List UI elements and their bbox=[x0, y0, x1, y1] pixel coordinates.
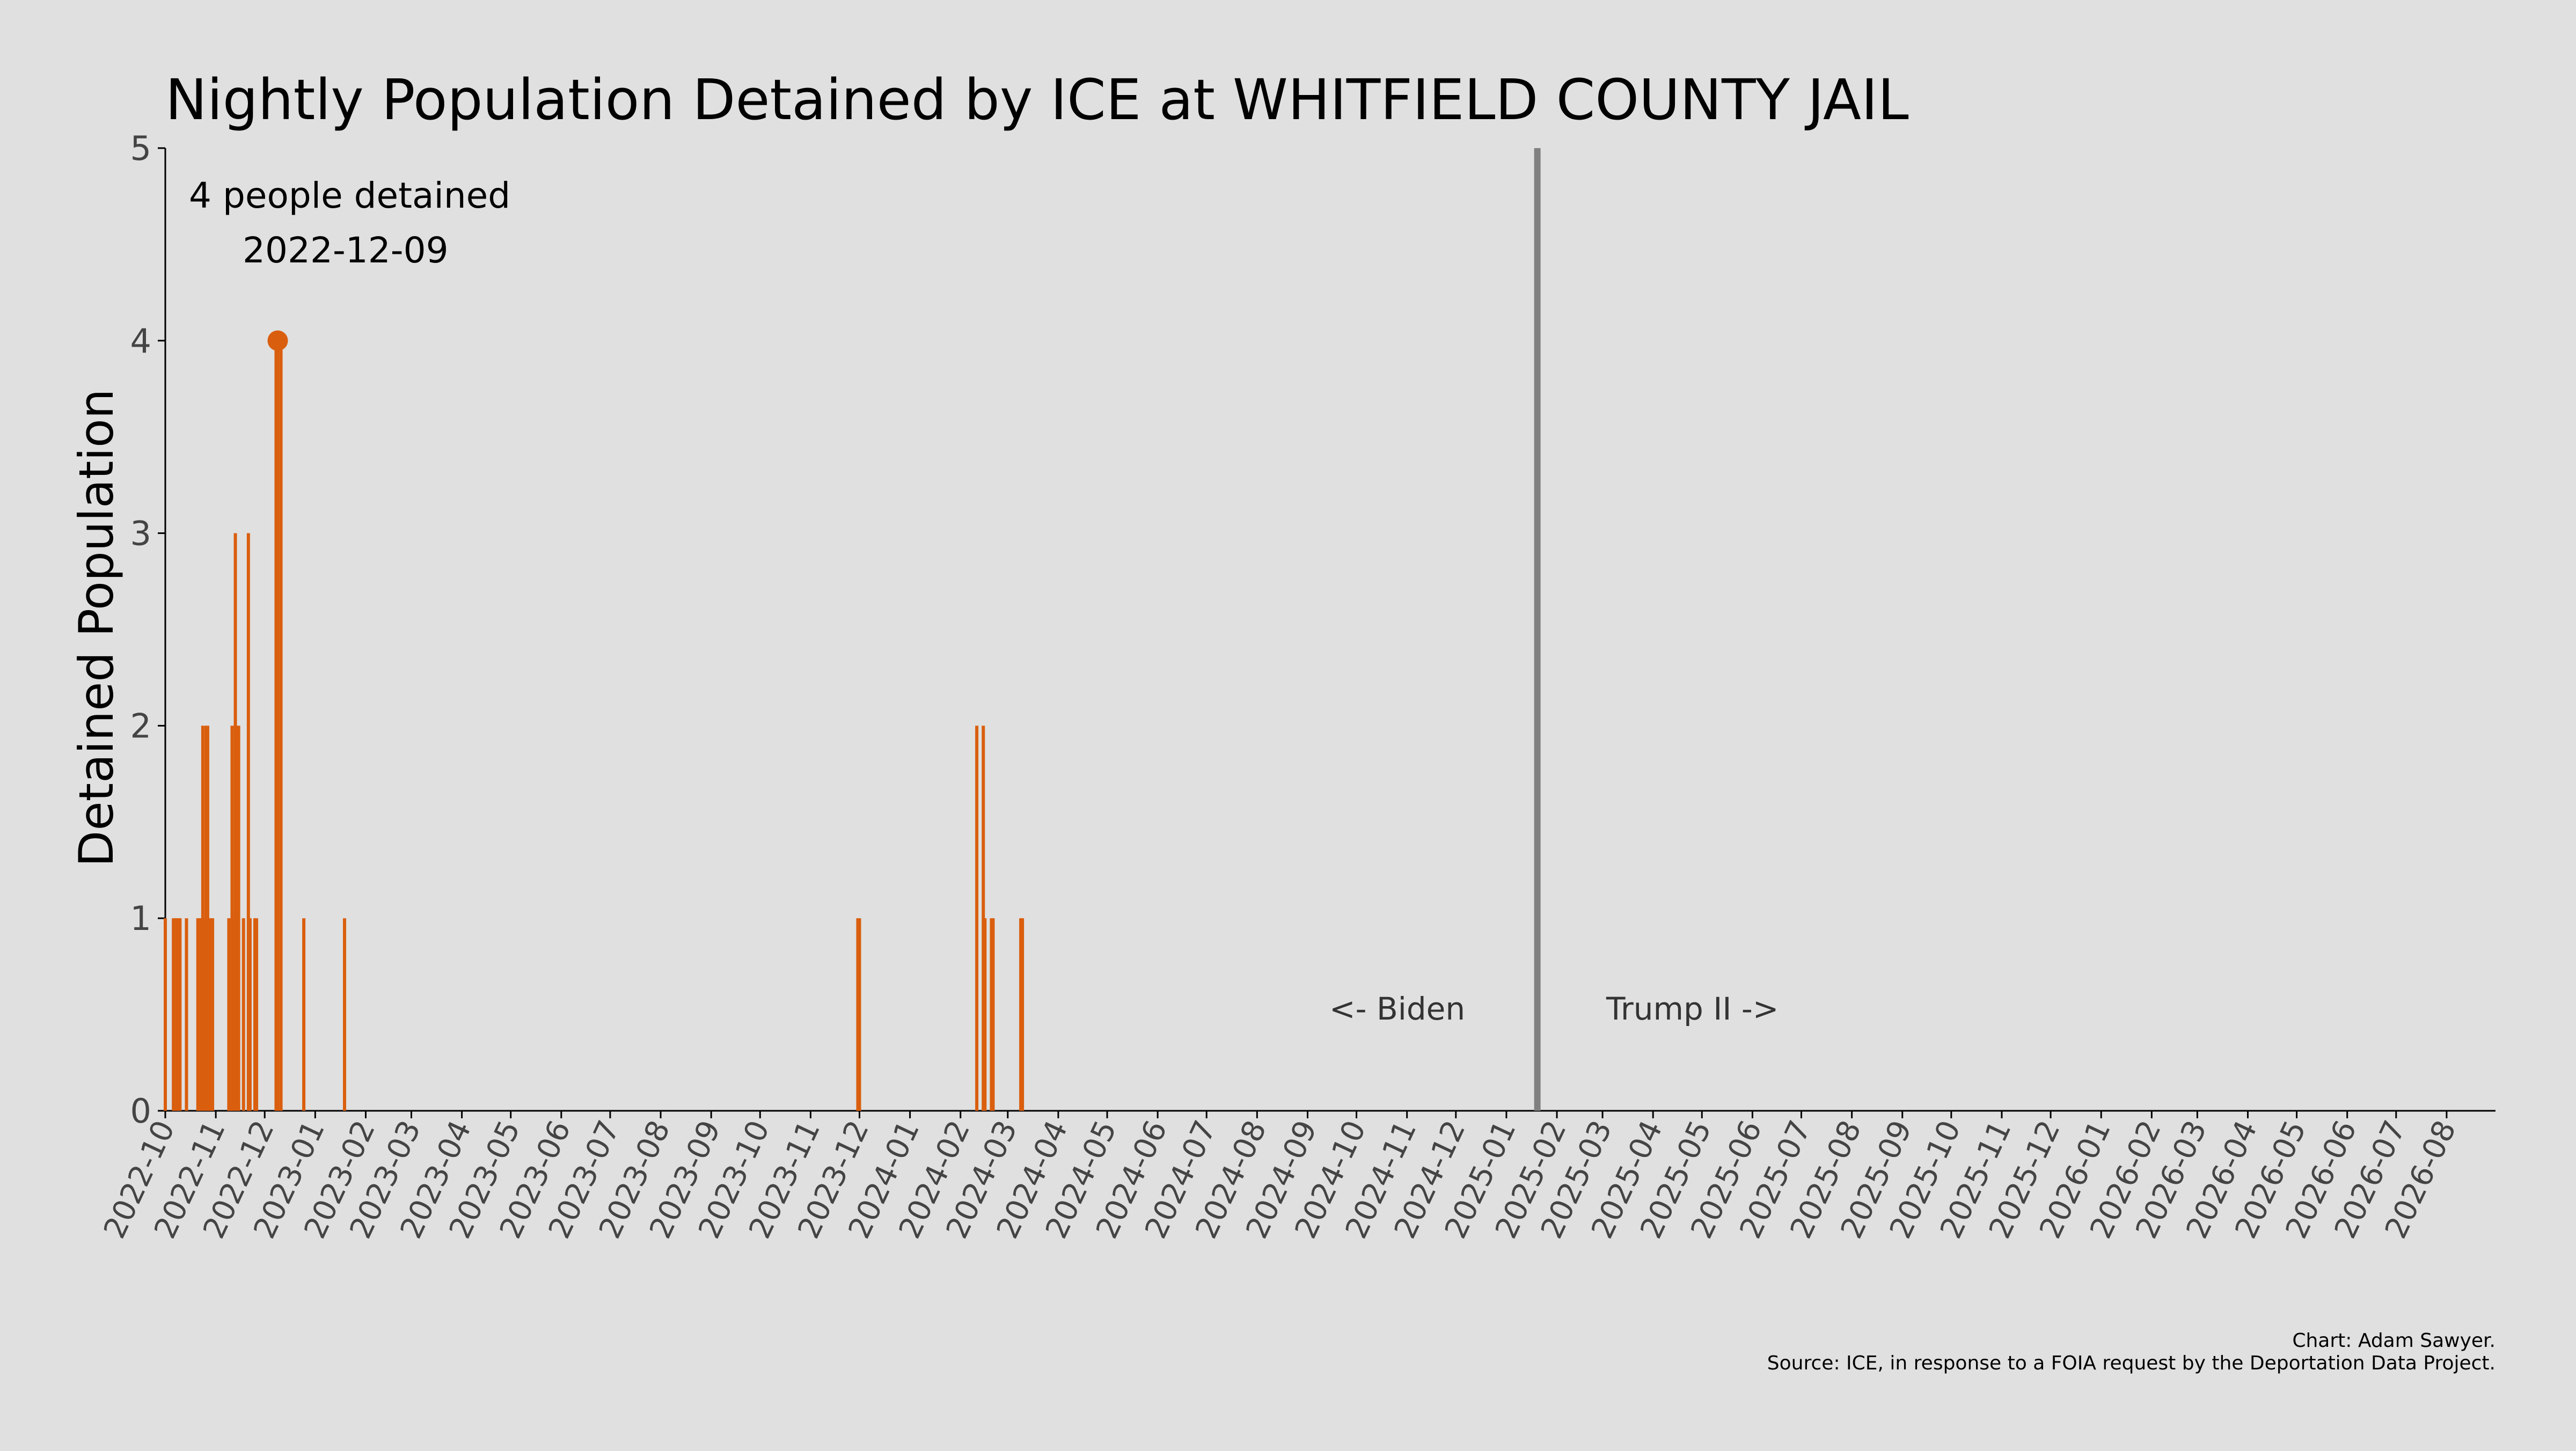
y-tick-label: 4 bbox=[130, 321, 151, 361]
bar bbox=[206, 726, 209, 1111]
bar bbox=[211, 918, 215, 1111]
bar bbox=[237, 726, 240, 1111]
annotation-date: 2022-12-09 bbox=[243, 230, 449, 271]
bar bbox=[982, 726, 985, 1111]
bar bbox=[177, 918, 180, 1111]
bar bbox=[199, 918, 203, 1111]
y-tick-label: 0 bbox=[130, 1091, 151, 1131]
era-label-biden: <- Biden bbox=[1329, 991, 1465, 1027]
bar bbox=[185, 918, 188, 1111]
bar bbox=[202, 918, 206, 1111]
y-tick-label: 3 bbox=[130, 514, 151, 553]
bar bbox=[196, 918, 200, 1111]
bar bbox=[227, 918, 231, 1111]
bar bbox=[856, 918, 860, 1111]
bar bbox=[1019, 918, 1023, 1111]
y-axis-label: Detained Population bbox=[69, 389, 124, 867]
bar bbox=[209, 918, 213, 1111]
bar bbox=[233, 533, 237, 1111]
bar bbox=[175, 918, 179, 1111]
chart-credit: Chart: Adam Sawyer. bbox=[2292, 1330, 2496, 1352]
bar bbox=[279, 340, 283, 1111]
bar bbox=[207, 918, 211, 1111]
bar bbox=[235, 726, 239, 1111]
y-tick-label: 2 bbox=[130, 706, 151, 745]
bar bbox=[197, 918, 201, 1111]
bar bbox=[172, 918, 175, 1111]
bar bbox=[302, 918, 306, 1111]
bar bbox=[173, 918, 177, 1111]
bar bbox=[232, 918, 236, 1111]
bar bbox=[253, 918, 257, 1111]
peak-marker bbox=[267, 330, 288, 351]
chart-source: Source: ICE, in response to a FOIA reque… bbox=[1767, 1352, 2496, 1374]
bar bbox=[991, 918, 995, 1111]
y-tick-label: 5 bbox=[130, 129, 151, 168]
annotation-count: 4 people detained bbox=[189, 175, 510, 216]
plot-area: 0123452022-102022-112022-122023-012023-0… bbox=[97, 129, 2496, 1244]
chart-title: Nightly Population Detained by ICE at WH… bbox=[165, 67, 1909, 133]
bar bbox=[343, 918, 346, 1111]
bar bbox=[201, 726, 204, 1111]
bar bbox=[241, 918, 245, 1111]
bar bbox=[204, 726, 208, 1111]
era-label-trump: Trump II -> bbox=[1606, 991, 1779, 1027]
bar bbox=[248, 918, 252, 1111]
bar bbox=[990, 918, 993, 1111]
y-tick-label: 1 bbox=[130, 899, 151, 938]
bar bbox=[255, 918, 259, 1111]
bar bbox=[276, 340, 280, 1111]
bar bbox=[983, 918, 987, 1111]
bar bbox=[229, 918, 232, 1111]
bar bbox=[858, 918, 861, 1111]
bar bbox=[246, 533, 250, 1111]
bar bbox=[1021, 918, 1024, 1111]
bar bbox=[975, 726, 979, 1111]
bar bbox=[164, 918, 167, 1111]
bar bbox=[178, 918, 182, 1111]
bar bbox=[274, 340, 278, 1111]
bar bbox=[230, 726, 234, 1111]
